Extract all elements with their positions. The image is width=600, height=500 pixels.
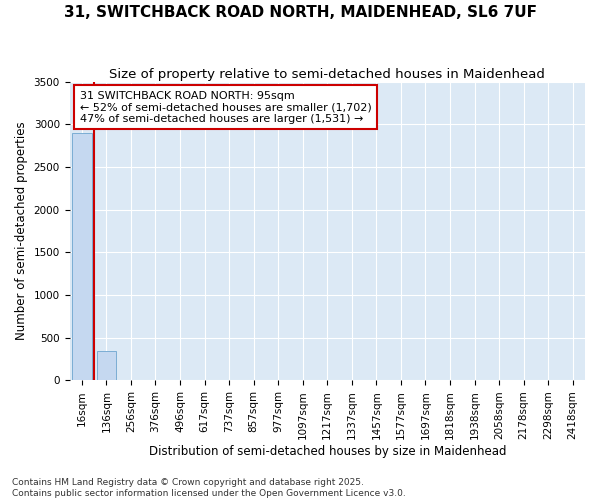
Text: 31, SWITCHBACK ROAD NORTH, MAIDENHEAD, SL6 7UF: 31, SWITCHBACK ROAD NORTH, MAIDENHEAD, S… xyxy=(64,5,536,20)
Text: 31 SWITCHBACK ROAD NORTH: 95sqm
← 52% of semi-detached houses are smaller (1,702: 31 SWITCHBACK ROAD NORTH: 95sqm ← 52% of… xyxy=(80,90,371,124)
Y-axis label: Number of semi-detached properties: Number of semi-detached properties xyxy=(15,122,28,340)
Bar xyxy=(97,350,116,380)
X-axis label: Distribution of semi-detached houses by size in Maidenhead: Distribution of semi-detached houses by … xyxy=(149,444,506,458)
Text: Contains HM Land Registry data © Crown copyright and database right 2025.
Contai: Contains HM Land Registry data © Crown c… xyxy=(12,478,406,498)
Bar xyxy=(72,133,92,380)
Title: Size of property relative to semi-detached houses in Maidenhead: Size of property relative to semi-detach… xyxy=(109,68,545,80)
